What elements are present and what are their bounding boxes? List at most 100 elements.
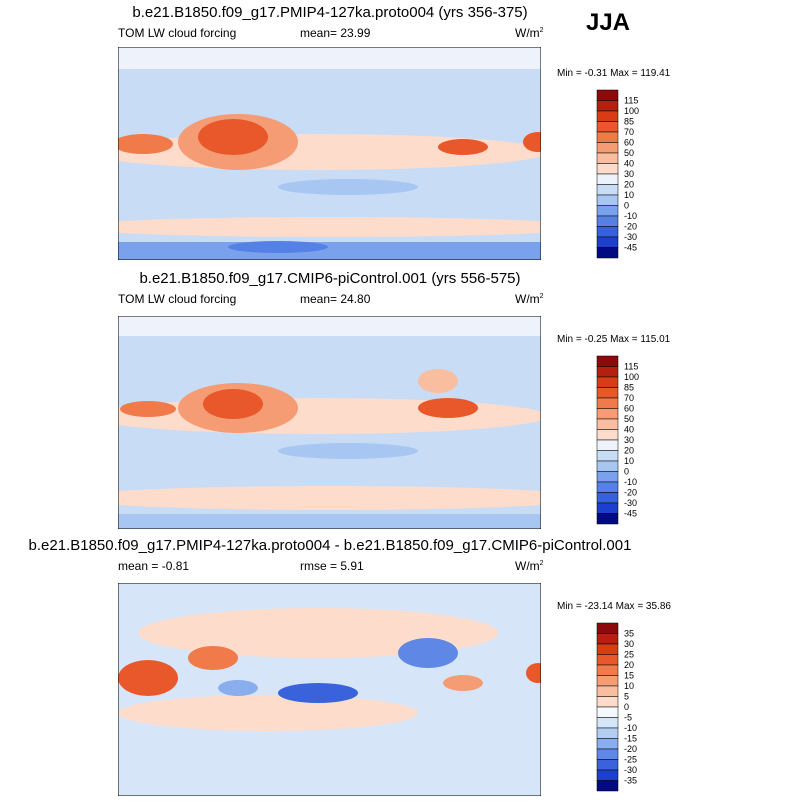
colorbar-label: 115 bbox=[624, 96, 638, 106]
colorbar-label: 0 bbox=[624, 702, 629, 712]
colorbar-box bbox=[596, 173, 619, 185]
colorbar-label: 50 bbox=[624, 414, 634, 424]
colorbar-label: 20 bbox=[624, 446, 634, 456]
center-label: rmse = 5.91 bbox=[300, 559, 364, 573]
colorbar-label: 115 bbox=[624, 362, 638, 372]
colorbar-label: -15 bbox=[624, 734, 637, 744]
colorbar-box bbox=[596, 759, 619, 771]
colorbar-label: -20 bbox=[624, 222, 637, 232]
unit-label: W/m2 bbox=[515, 292, 544, 306]
unit-sup: 2 bbox=[540, 293, 544, 300]
colorbar-box bbox=[596, 450, 619, 462]
colorbar-box bbox=[596, 100, 619, 112]
colorbar-box bbox=[596, 418, 619, 430]
colorbar-box bbox=[596, 727, 619, 739]
colorbar-label: 10 bbox=[624, 190, 634, 200]
colorbar-box bbox=[596, 110, 619, 122]
colorbar-box bbox=[596, 492, 619, 504]
colorbar-box bbox=[596, 471, 619, 483]
colorbar-label: -30 bbox=[624, 498, 637, 508]
colorbar-box bbox=[596, 439, 619, 451]
colorbar-box bbox=[596, 622, 619, 634]
colorbar-label: -20 bbox=[624, 488, 637, 498]
unit-base: W/m bbox=[515, 26, 540, 40]
colorbar-box bbox=[596, 355, 619, 367]
colorbar-box bbox=[596, 247, 619, 259]
colorbar-label: 15 bbox=[624, 671, 634, 681]
colorbar-box bbox=[596, 717, 619, 729]
colorbar-box bbox=[596, 215, 619, 227]
center-label: mean= 23.99 bbox=[300, 26, 371, 40]
colorbar-label: -5 bbox=[624, 713, 632, 723]
map bbox=[118, 316, 541, 529]
colorbar-box bbox=[596, 664, 619, 676]
unit-base: W/m bbox=[515, 292, 540, 306]
panel-title: b.e21.B1850.f09_g17.PMIP4-127ka.proto004… bbox=[29, 537, 632, 554]
colorbar-label: 20 bbox=[624, 180, 634, 190]
panel-title: b.e21.B1850.f09_g17.PMIP4-127ka.proto004… bbox=[132, 4, 527, 21]
colorbar-box bbox=[596, 460, 619, 472]
colorbar-label: 35 bbox=[624, 629, 634, 639]
colorbar-label: 25 bbox=[624, 650, 634, 660]
colorbar-label: 85 bbox=[624, 383, 634, 393]
colorbar-box bbox=[596, 675, 619, 687]
colorbar-box bbox=[596, 685, 619, 697]
left-label: mean = -0.81 bbox=[118, 559, 189, 573]
colorbar-box bbox=[596, 121, 619, 133]
min-max: Min = -23.14 Max = 35.86 bbox=[557, 601, 671, 612]
colorbar-label: 10 bbox=[624, 681, 634, 691]
unit-label: W/m2 bbox=[515, 559, 544, 573]
colorbar-box bbox=[596, 769, 619, 781]
colorbar-label: 0 bbox=[624, 201, 629, 211]
unit-sup: 2 bbox=[540, 27, 544, 34]
colorbar-label: 70 bbox=[624, 393, 634, 403]
colorbar-box bbox=[596, 748, 619, 760]
colorbar-label: -25 bbox=[624, 755, 637, 765]
min-max: Min = -0.25 Max = 115.01 bbox=[557, 334, 671, 345]
unit-base: W/m bbox=[515, 559, 540, 573]
map bbox=[118, 583, 541, 796]
colorbar-label: -10 bbox=[624, 477, 637, 487]
min-max: Min = -0.31 Max = 119.41 bbox=[557, 68, 671, 79]
season-label: JJA bbox=[586, 9, 630, 36]
colorbar-label: 70 bbox=[624, 127, 634, 137]
panel-title: b.e21.B1850.f09_g17.CMIP6-piControl.001 … bbox=[139, 270, 520, 287]
colorbar-label: 60 bbox=[624, 138, 634, 148]
colorbar-box bbox=[596, 205, 619, 217]
colorbar-box bbox=[596, 184, 619, 196]
colorbar-box bbox=[596, 387, 619, 399]
colorbar-label: -35 bbox=[624, 776, 637, 786]
colorbar-box bbox=[596, 194, 619, 206]
colorbar-label: 5 bbox=[624, 692, 629, 702]
colorbar-box bbox=[596, 226, 619, 238]
colorbar-label: -10 bbox=[624, 211, 637, 221]
colorbar-box bbox=[596, 408, 619, 420]
colorbar-box bbox=[596, 89, 619, 101]
colorbar-label: -20 bbox=[624, 744, 637, 754]
colorbar-box bbox=[596, 738, 619, 750]
colorbar-label: 100 bbox=[624, 372, 639, 382]
colorbar-label: 10 bbox=[624, 456, 634, 466]
colorbar-box bbox=[596, 780, 619, 792]
colorbar-box bbox=[596, 163, 619, 175]
unit-sup: 2 bbox=[540, 560, 544, 567]
colorbar-box bbox=[596, 366, 619, 378]
colorbar-box bbox=[596, 397, 619, 409]
unit-label: W/m2 bbox=[515, 26, 544, 40]
colorbar-box bbox=[596, 706, 619, 718]
colorbar-box bbox=[596, 236, 619, 248]
colorbar-box bbox=[596, 633, 619, 645]
colorbar-label: 30 bbox=[624, 435, 634, 445]
colorbar-label: 30 bbox=[624, 639, 634, 649]
center-label: mean= 24.80 bbox=[300, 292, 371, 306]
colorbar-box bbox=[596, 376, 619, 388]
left-label: TOM LW cloud forcing bbox=[118, 292, 236, 306]
colorbar-label: -30 bbox=[624, 232, 637, 242]
colorbar-box bbox=[596, 142, 619, 154]
colorbar-label: -45 bbox=[624, 509, 637, 519]
colorbar-box bbox=[596, 643, 619, 655]
colorbar-label: 85 bbox=[624, 117, 634, 127]
colorbar-label: 20 bbox=[624, 660, 634, 670]
colorbar-label: 40 bbox=[624, 425, 634, 435]
map bbox=[118, 47, 541, 260]
